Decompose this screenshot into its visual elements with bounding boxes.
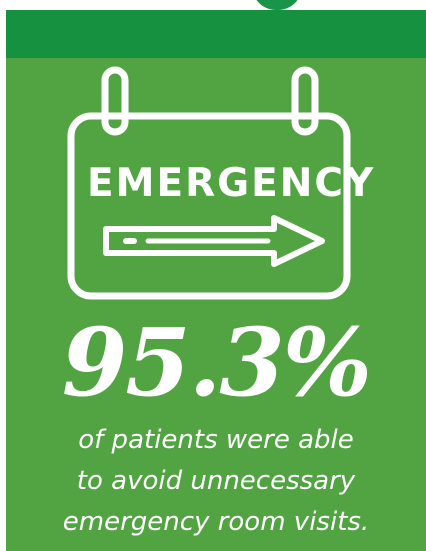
caption-line: of patients were able: [78, 425, 354, 455]
sign-ring-left: [101, 66, 129, 136]
emergency-sign-icon: [67, 66, 351, 300]
top-decoration: [252, 0, 302, 10]
stat-caption: of patients were able to avoid unnecessa…: [6, 420, 426, 543]
caption-line: to avoid unnecessary: [76, 466, 356, 496]
right-arrow-icon: [103, 215, 325, 267]
stat-value: 95.3%: [61, 308, 372, 418]
sign-board: [67, 112, 351, 300]
stat-card: EMERGENCY 95.3% of patients were able to…: [6, 58, 426, 551]
sign-ring-right: [291, 66, 319, 136]
sign-label: EMERGENCY: [87, 161, 376, 206]
caption-line: emergency room visits.: [62, 507, 370, 537]
header-band: [6, 10, 426, 58]
